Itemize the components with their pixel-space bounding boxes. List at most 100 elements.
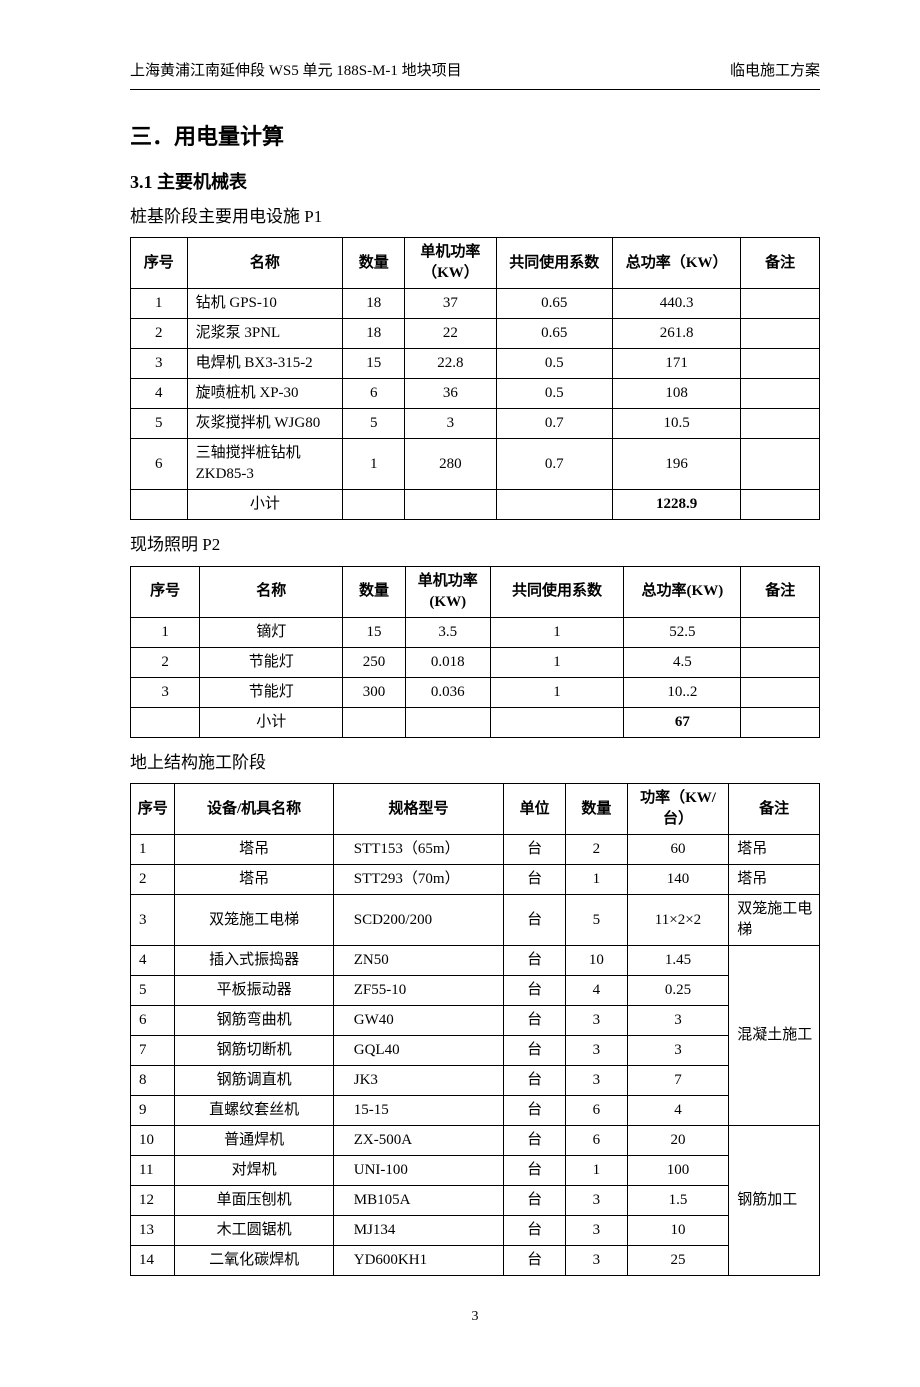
table-cell: 60 xyxy=(627,835,728,865)
table-cell: 1 xyxy=(131,289,188,319)
table-cell: 泥浆泵 3PNL xyxy=(187,319,343,349)
table-row: 4旋喷桩机 XP-306360.5108 xyxy=(131,379,820,409)
table-cell: 钢筋弯曲机 xyxy=(175,1006,333,1036)
table-cell: 3 xyxy=(131,349,188,379)
table-cell: 261.8 xyxy=(613,319,741,349)
table-cell: 台 xyxy=(504,1186,566,1216)
table-cell: 2 xyxy=(131,319,188,349)
table-row: 1塔吊STT153（65m）台260塔吊 xyxy=(131,835,820,865)
table-cell: 300 xyxy=(343,677,406,707)
table-cell: 二氧化碳焊机 xyxy=(175,1246,333,1276)
table-cell: 108 xyxy=(613,379,741,409)
table-cell: 台 xyxy=(504,1096,566,1126)
table2-subtotal-row: 小计 67 xyxy=(131,707,820,737)
table-row: 1钻机 GPS-1018370.65440.3 xyxy=(131,289,820,319)
col-power: 功率（KW/台） xyxy=(627,784,728,835)
table-cell: 塔吊 xyxy=(175,835,333,865)
table-cell: 4.5 xyxy=(624,647,741,677)
col-totalpower: 总功率(KW) xyxy=(624,566,741,617)
col-unitpower: 单机功率(KW) xyxy=(405,566,490,617)
table-cell-remark: 钢筋加工 xyxy=(729,1126,820,1276)
table-cell: 3 xyxy=(566,1216,628,1246)
page-header: 上海黄浦江南延伸段 WS5 单元 188S-M-1 地块项目 临电施工方案 xyxy=(130,60,820,90)
table-cell: 1 xyxy=(131,617,200,647)
page-number: 3 xyxy=(130,1306,820,1327)
table-cell: 3 xyxy=(566,1036,628,1066)
table-row: 1镝灯153.5152.5 xyxy=(131,617,820,647)
table-cell: 台 xyxy=(504,1126,566,1156)
table-cell: 钻机 GPS-10 xyxy=(187,289,343,319)
table-row: 9直螺纹套丝机15-15台64 xyxy=(131,1096,820,1126)
table-cell: 5 xyxy=(566,895,628,946)
table-cell: 20 xyxy=(627,1126,728,1156)
table-cell: 木工圆锯机 xyxy=(175,1216,333,1246)
table-cell xyxy=(741,647,820,677)
table-cell: 5 xyxy=(131,976,175,1006)
table-cell: 15-15 xyxy=(333,1096,504,1126)
table-cell: 3 xyxy=(627,1006,728,1036)
table-cell: 0.5 xyxy=(496,379,613,409)
table-cell: 5 xyxy=(343,409,405,439)
table-cell: 18 xyxy=(343,289,405,319)
col-remark: 备注 xyxy=(741,566,820,617)
table-cell: 单面压刨机 xyxy=(175,1186,333,1216)
table-cell: 25 xyxy=(627,1246,728,1276)
table-cell xyxy=(741,677,820,707)
table-row: 13木工圆锯机MJ134台310 xyxy=(131,1216,820,1246)
table-cell: 台 xyxy=(504,895,566,946)
header-right: 临电施工方案 xyxy=(730,60,820,83)
table-cell: YD600KH1 xyxy=(333,1246,504,1276)
table-cell: 11 xyxy=(131,1156,175,1186)
table-cell: 0.65 xyxy=(496,289,613,319)
table-cell: 10 xyxy=(131,1126,175,1156)
table-cell xyxy=(741,617,820,647)
table-cell: 250 xyxy=(343,647,406,677)
table-cell: 节能灯 xyxy=(200,677,343,707)
table-cell: 平板振动器 xyxy=(175,976,333,1006)
table-row: 5平板振动器ZF55-10台40.25 xyxy=(131,976,820,1006)
col-seq: 序号 xyxy=(131,238,188,289)
table-cell: 0.7 xyxy=(496,439,613,490)
table-cell: 14 xyxy=(131,1246,175,1276)
table-cell: 3 xyxy=(566,1186,628,1216)
table-row: 2节能灯2500.01814.5 xyxy=(131,647,820,677)
table-cell: ZF55-10 xyxy=(333,976,504,1006)
table-cell: 3 xyxy=(131,677,200,707)
table-cell xyxy=(741,439,820,490)
table-cell: 台 xyxy=(504,1006,566,1036)
table-cell: 节能灯 xyxy=(200,647,343,677)
table-cell: 5 xyxy=(131,409,188,439)
subsection-heading: 3.1 主要机械表 xyxy=(130,169,820,196)
table-cell: 7 xyxy=(131,1036,175,1066)
table-cell xyxy=(741,319,820,349)
table-cell: 15 xyxy=(343,617,406,647)
table-cell: 10 xyxy=(627,1216,728,1246)
table-cell: 6 xyxy=(131,1006,175,1036)
table-cell: MB105A xyxy=(333,1186,504,1216)
table-cell: 13 xyxy=(131,1216,175,1246)
table-cell: 52.5 xyxy=(624,617,741,647)
table-cell: 1 xyxy=(343,439,405,490)
col-coef: 共同使用系数 xyxy=(496,238,613,289)
table-cell: 10 xyxy=(566,946,628,976)
col-name: 名称 xyxy=(187,238,343,289)
table-cell: 1 xyxy=(490,677,624,707)
table-cell: 9 xyxy=(131,1096,175,1126)
table-cell: 18 xyxy=(343,319,405,349)
table-cell: 3.5 xyxy=(405,617,490,647)
table1-title: 桩基阶段主要用电设施 P1 xyxy=(130,204,820,230)
table-cell: 6 xyxy=(566,1126,628,1156)
table-cell: 15 xyxy=(343,349,405,379)
table-cell: 台 xyxy=(504,946,566,976)
table3: 序号 设备/机具名称 规格型号 单位 数量 功率（KW/台） 备注 1塔吊STT… xyxy=(130,783,820,1276)
table-cell: 灰浆搅拌机 WJG80 xyxy=(187,409,343,439)
table-cell: 0.5 xyxy=(496,349,613,379)
table-cell: 旋喷桩机 XP-30 xyxy=(187,379,343,409)
table-row: 6三轴搅拌桩钻机 ZKD85-312800.7196 xyxy=(131,439,820,490)
table2-title: 现场照明 P2 xyxy=(130,532,820,558)
table-cell: 22.8 xyxy=(405,349,496,379)
table-cell xyxy=(741,349,820,379)
table-cell: 0.7 xyxy=(496,409,613,439)
table-cell: 0.036 xyxy=(405,677,490,707)
table-row: 3双笼施工电梯SCD200/200台511×2×2双笼施工电梯 xyxy=(131,895,820,946)
